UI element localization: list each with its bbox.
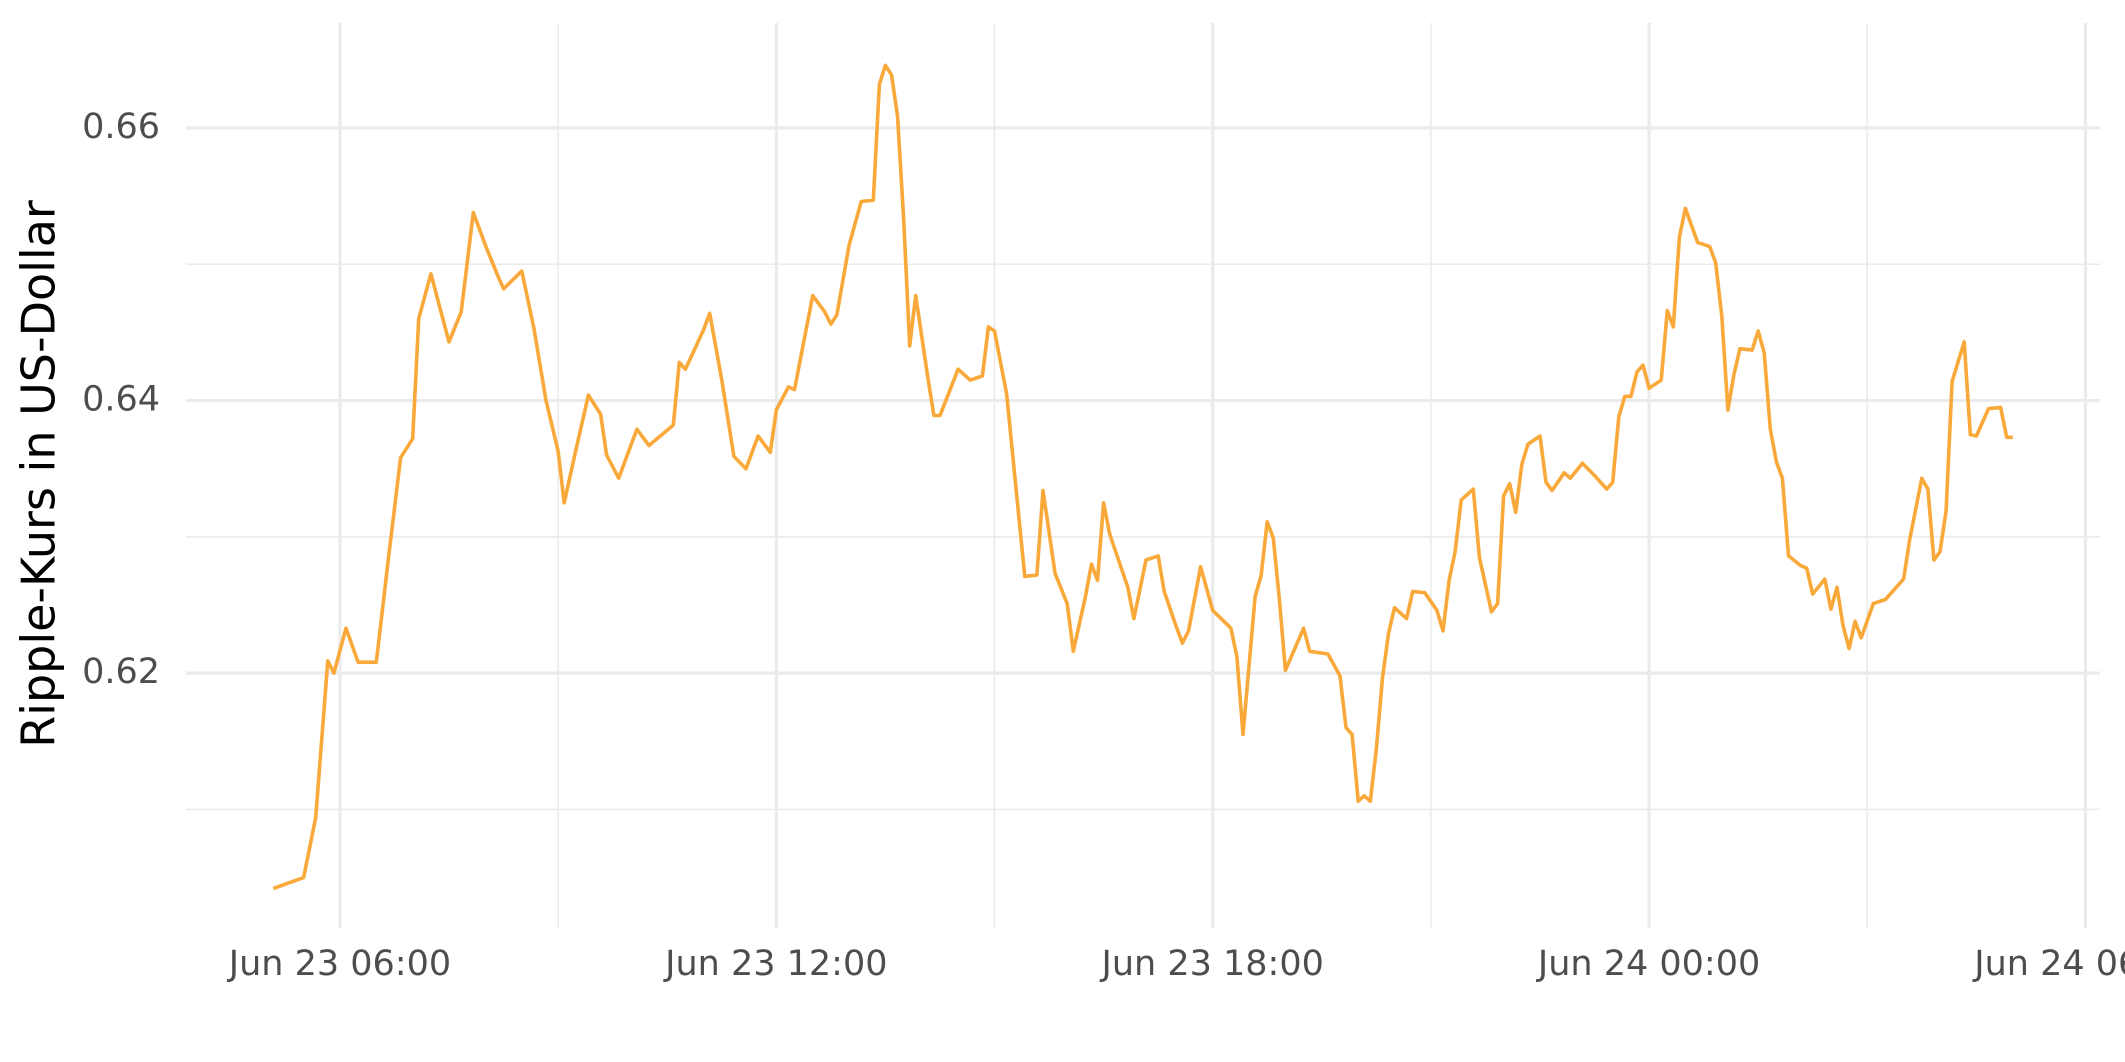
y-tick-label: 0.66 — [82, 107, 160, 147]
y-tick-label: 0.62 — [82, 652, 160, 692]
y-axis-label: Ripple-Kurs in US-Dollar — [12, 200, 66, 748]
x-tick-label: Jun 24 06:00 — [1972, 944, 2125, 984]
x-tick-label: Jun 23 18:00 — [1100, 944, 1324, 984]
x-tick-label: Jun 24 00:00 — [1536, 944, 1760, 984]
y-tick-label: 0.64 — [82, 380, 160, 420]
data-line — [272, 63, 2013, 891]
x-tick-label: Jun 23 06:00 — [227, 944, 451, 984]
x-tick-label: Jun 23 12:00 — [663, 944, 887, 984]
